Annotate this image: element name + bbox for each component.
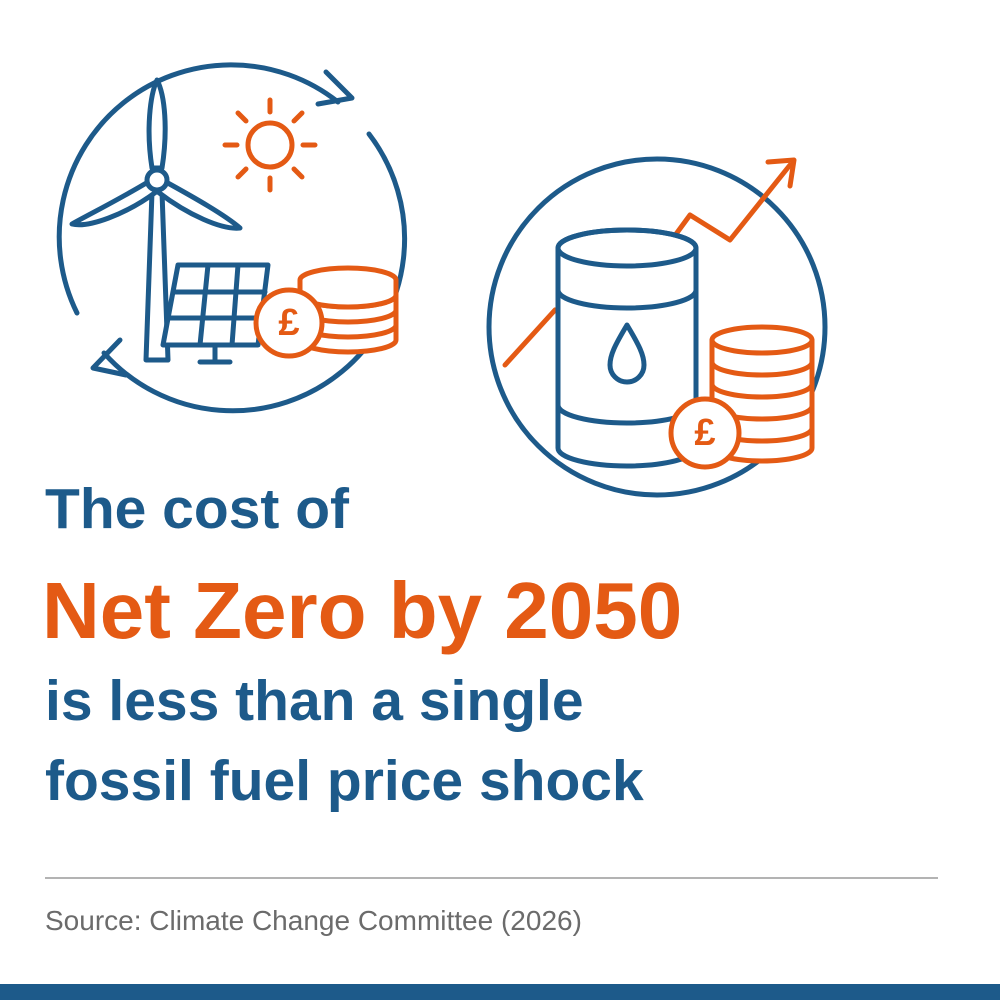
headline-highlight: Net Zero by 2050: [42, 566, 682, 655]
coin-symbol: £: [694, 412, 715, 454]
renewables-icon: £: [56, 62, 408, 414]
coin-symbol: £: [278, 302, 299, 344]
footer-bar: [0, 984, 1000, 1000]
headline-line: The cost of: [45, 477, 350, 541]
source: Source: Climate Change Committee (2026): [45, 905, 582, 936]
headline-line: fossil fuel price shock: [45, 749, 644, 813]
fossil-icon: £: [486, 156, 828, 498]
headline-line: is less than a single: [45, 669, 584, 733]
